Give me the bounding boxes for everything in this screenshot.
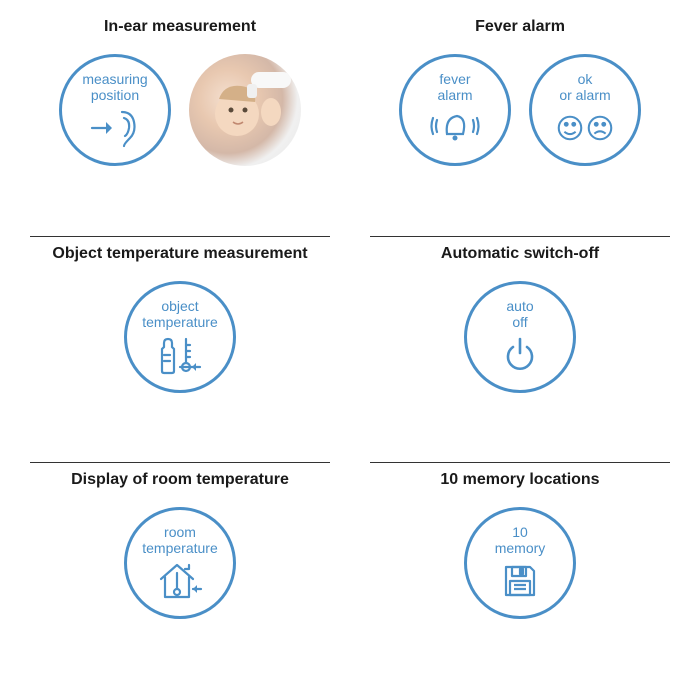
icon-label: auto off [506,298,533,330]
feature-fever-alarm: Fever alarm fever alarm [370,10,670,237]
room-temp-icon: room temperature [124,507,236,619]
feature-object-temp: Object temperature measurement object te… [30,237,330,464]
icon-row: object temperature [124,281,236,393]
fever-alarm-icon: fever alarm [399,54,511,166]
icon-label: ok or alarm [559,71,610,103]
icon-row: auto off [464,281,576,393]
memory-icon: 10 memory [464,507,576,619]
feature-heading: Object temperature measurement [52,245,307,263]
icon-row: measuring position [59,54,301,166]
icon-label: fever alarm [437,71,472,103]
feature-in-ear: In-ear measurement measuring position [30,10,330,237]
feature-grid: In-ear measurement measuring position [30,10,670,690]
house-thermo-icon [150,560,210,602]
ear-icon [85,107,145,149]
baby-photo [189,54,301,166]
icon-row: fever alarm ok or alar [399,54,641,166]
icon-label: 10 memory [495,524,546,556]
auto-off-icon: auto off [464,281,576,393]
icon-label: measuring position [82,71,147,103]
icon-label: room temperature [142,524,217,556]
feature-auto-off: Automatic switch-off auto off [370,237,670,464]
power-icon [490,334,550,376]
measuring-position-icon: measuring position [59,54,171,166]
faces-icon [555,107,615,149]
icon-row: room temperature [124,507,236,619]
feature-memory: 10 memory locations 10 memory [370,463,670,690]
feature-heading: 10 memory locations [440,471,599,489]
feature-heading: Fever alarm [475,18,565,36]
bell-icon [425,107,485,149]
feature-heading: In-ear measurement [104,18,256,36]
ok-alarm-icon: ok or alarm [529,54,641,166]
object-temp-icon: object temperature [124,281,236,393]
feature-room-temp: Display of room temperature room tempera… [30,463,330,690]
icon-label: object temperature [142,298,217,330]
feature-heading: Display of room temperature [71,471,289,489]
floppy-icon [490,560,550,602]
feature-heading: Automatic switch-off [441,245,599,263]
bottle-thermo-icon [150,334,210,376]
icon-row: 10 memory [464,507,576,619]
